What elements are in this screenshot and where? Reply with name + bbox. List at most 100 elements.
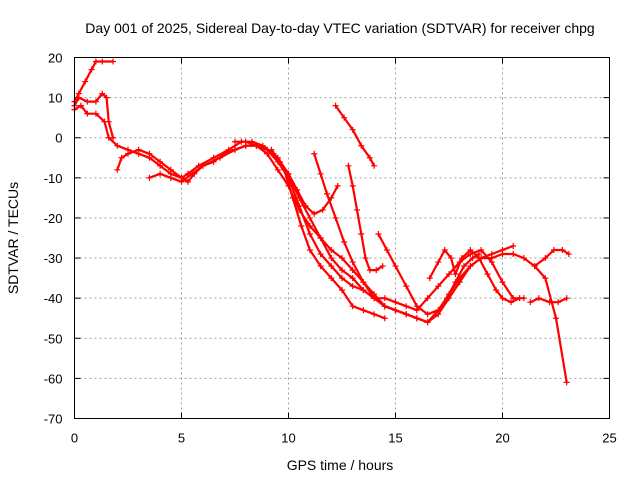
series-line	[377, 232, 481, 316]
data-point	[332, 102, 339, 109]
data-point	[435, 259, 442, 266]
data-point	[426, 275, 433, 282]
x-tick-label: 10	[281, 431, 295, 446]
data-point	[341, 239, 348, 246]
data-point	[317, 235, 324, 241]
data-point	[285, 170, 292, 177]
data-point	[328, 255, 335, 262]
data-point	[358, 230, 365, 237]
data-point	[210, 158, 217, 165]
data-point	[253, 142, 260, 149]
data-point	[92, 110, 99, 117]
y-tick-label: -50	[44, 331, 63, 346]
data-point	[535, 295, 542, 302]
data-point	[311, 210, 318, 217]
data-point	[349, 182, 356, 189]
y-tick-label: 10	[48, 91, 62, 106]
data-point	[339, 287, 345, 294]
data-point	[373, 267, 380, 274]
data-point	[167, 166, 174, 173]
data-point	[157, 170, 164, 177]
data-point	[446, 271, 452, 278]
series-trace-e	[146, 142, 570, 386]
series-trace-g	[268, 146, 341, 217]
data-point	[319, 206, 326, 213]
data-point	[110, 58, 117, 65]
series-trace-c	[71, 90, 117, 141]
data-point	[103, 94, 110, 101]
data-point	[371, 295, 378, 302]
data-point	[441, 247, 448, 254]
data-point	[274, 166, 281, 173]
series-trace-d	[114, 142, 527, 314]
x-tick-label: 15	[388, 431, 402, 446]
series-line	[148, 144, 568, 384]
data-point	[167, 174, 174, 181]
data-point	[392, 307, 399, 314]
x-tick-label: 25	[602, 431, 616, 446]
data-point	[542, 275, 549, 282]
data-point	[317, 251, 324, 258]
data-point	[349, 283, 356, 290]
data-point	[458, 255, 465, 262]
data-point	[349, 259, 356, 266]
data-point	[302, 202, 309, 209]
series-trace-h	[311, 150, 399, 314]
data-point	[542, 255, 549, 262]
data-point	[92, 58, 99, 65]
data-point	[125, 150, 131, 157]
data-point	[510, 251, 517, 258]
y-tick-label: -70	[44, 412, 63, 427]
series-trace-k	[375, 230, 482, 318]
data-point	[424, 319, 431, 326]
data-point	[379, 263, 386, 270]
data-point	[118, 154, 125, 161]
data-point	[563, 379, 570, 386]
data-point	[92, 98, 99, 105]
data-point	[328, 247, 335, 254]
data-point	[199, 162, 206, 169]
data-point	[328, 275, 335, 282]
data-point	[435, 283, 442, 290]
data-point	[531, 263, 538, 270]
series-trace-j	[345, 162, 386, 274]
data-point	[332, 214, 339, 221]
data-point	[339, 267, 345, 274]
data-point	[469, 255, 476, 262]
series-trace-i	[332, 102, 378, 169]
data-point	[135, 146, 142, 153]
plot-frame	[74, 57, 610, 419]
data-point	[242, 138, 249, 145]
data-point	[499, 247, 506, 254]
data-point	[105, 118, 112, 125]
data-point	[360, 287, 367, 294]
chart-title: Day 001 of 2025, Sidereal Day-to-day VTE…	[85, 20, 594, 36]
data-point	[366, 154, 373, 161]
data-point	[553, 315, 559, 322]
series-line	[270, 148, 339, 215]
data-point	[362, 255, 369, 262]
data-point	[232, 146, 238, 153]
data-point	[383, 247, 390, 254]
data-point	[375, 230, 382, 237]
series-line	[334, 104, 376, 167]
data-point	[189, 170, 196, 177]
data-point	[460, 263, 467, 270]
data-point	[475, 255, 482, 262]
data-point	[413, 303, 420, 310]
data-point	[317, 170, 324, 177]
data-point	[360, 307, 367, 314]
data-point	[358, 142, 365, 149]
data-point	[555, 299, 562, 306]
data-point	[334, 182, 341, 189]
data-point	[341, 114, 348, 121]
series-line	[73, 104, 386, 320]
series-line	[313, 152, 397, 312]
y-tick-label: 0	[55, 131, 62, 146]
y-tick-label: -30	[44, 251, 63, 266]
data-point	[146, 150, 153, 157]
y-tick-label: 20	[48, 51, 62, 66]
data-point	[298, 222, 305, 229]
data-point	[339, 255, 345, 262]
